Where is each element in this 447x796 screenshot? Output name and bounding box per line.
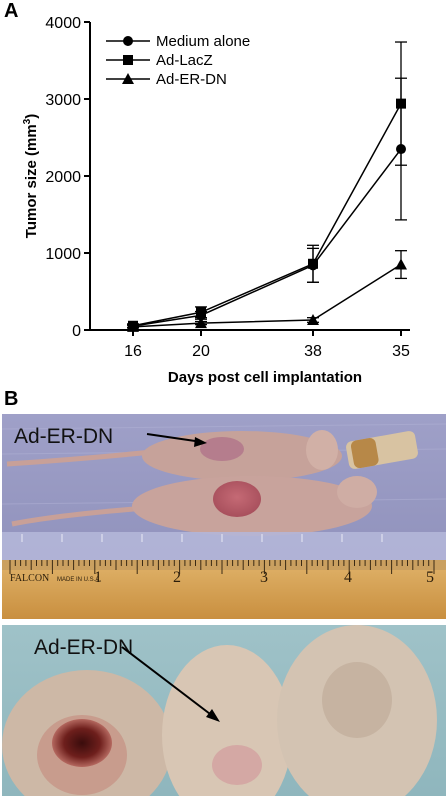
series-medium-alone (127, 77, 407, 332)
data-point (196, 307, 206, 318)
x-tick-label: 38 (304, 343, 322, 360)
ruler-number: 5 (426, 569, 434, 586)
x-tick-label: 16 (124, 343, 142, 360)
series-ad-er-dn (127, 250, 407, 332)
y-axis-title: Tumor size (mm3) (22, 114, 40, 238)
y-tick-label: 0 (72, 323, 81, 340)
callout-bottom-arrow (121, 646, 220, 722)
y-tick-label: 4000 (45, 15, 81, 32)
tumor-size-chart: 0 1000 2000 3000 4000 16 20 38 35 Days post cell … (22, 15, 410, 386)
data-point (127, 320, 139, 332)
callout-top-label: Ad-ER-DN (14, 425, 114, 448)
panel-a-label: A (4, 0, 19, 22)
ruler-number: 4 (344, 569, 352, 586)
series-line (132, 263, 402, 328)
data-point (308, 258, 318, 269)
photo-mice-ruler: FALCON MADE IN U.S.A. 1 2 3 4 5 Ad-ER-DN (2, 414, 446, 619)
legend-marker (123, 36, 133, 46)
ruler-brand: FALCON (10, 573, 49, 584)
series-line (132, 103, 402, 327)
legend-item: Ad-LacZ (106, 52, 213, 69)
data-point (195, 317, 207, 329)
callout-bottom-label: Ad-ER-DN (34, 636, 134, 659)
mouse-upper (142, 431, 342, 481)
legend-marker (123, 55, 133, 65)
data-point (307, 313, 319, 325)
ruler-number: 3 (260, 569, 268, 586)
ruler-made-in: MADE IN U.S.A. (57, 577, 101, 583)
panel-b-label: B (4, 388, 19, 410)
y-tick-label: 2000 (45, 169, 81, 186)
y-tick-label: 3000 (45, 92, 81, 109)
callout-top-arrow (146, 433, 207, 447)
legend-label: Ad-ER-DN (156, 71, 227, 88)
data-point (396, 98, 406, 109)
y-tick-label: 1000 (45, 246, 81, 263)
legend-label: Medium alone (156, 33, 250, 50)
photo-mice-closeup: Ad-ER-DN (2, 625, 446, 796)
series-line (132, 148, 402, 327)
legend-label: Ad-LacZ (156, 52, 213, 69)
data-point (395, 258, 407, 270)
x-tick-label: 35 (392, 343, 410, 360)
legend-item: Ad-ER-DN (106, 71, 227, 88)
legend-marker (122, 73, 134, 84)
ruler-number: 2 (173, 569, 181, 586)
x-axis-title: Days post cell implantation (168, 369, 362, 386)
x-tick-label: 20 (192, 343, 210, 360)
ruler-number: 1 (94, 569, 102, 586)
legend-item: Medium alone (106, 33, 250, 50)
